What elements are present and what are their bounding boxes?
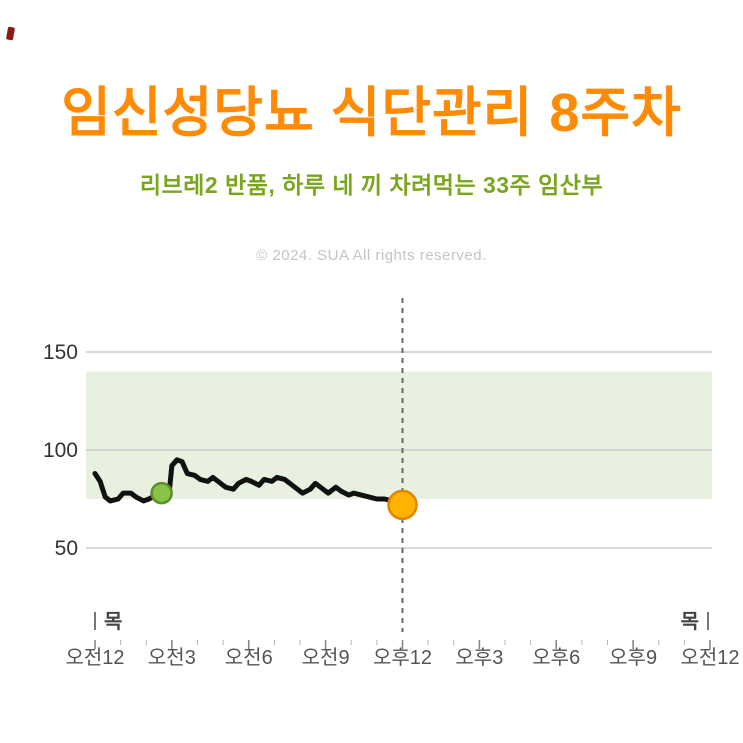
copyright-text: © 2024. SUA All rights reserved.: [256, 247, 487, 264]
x-axis-label: 오후9: [609, 646, 657, 669]
x-axis-label: 오전9: [302, 646, 350, 669]
x-axis-label: 오전6: [225, 646, 273, 669]
current-point: [387, 489, 418, 521]
page-subtitle: 리브레2 반품, 하루 네 끼 차려먹는 33주 임산부: [139, 172, 604, 198]
day-label-left: 목: [104, 611, 122, 633]
x-axis-label: 오전12: [65, 646, 124, 669]
y-axis-label-50: 50: [55, 537, 78, 560]
glucose-line: [92, 457, 405, 508]
x-axis-label: 오후12: [373, 646, 432, 669]
glucose-chart: 150 100 50 오전12 오전3 오전6 오전9 오후12 오후3 오후6 오후9 오전12 목 목: [0, 288, 743, 688]
corner-artifact: [5, 26, 16, 41]
target-range-band: [86, 371, 712, 499]
x-axis-label: 오후3: [455, 646, 503, 669]
x-axis-label: 오전12: [680, 646, 739, 669]
y-axis-label-100: 100: [43, 439, 78, 462]
y-axis-label-150: 150: [43, 341, 78, 364]
x-axis-label: 오후6: [532, 646, 580, 669]
day-label-right: 목: [681, 611, 699, 633]
x-axis-label: 오전3: [148, 646, 196, 669]
glucose-chart-svg: 150 100 50 오전12 오전3 오전6 오전9 오후12 오후3 오후6 오후9 오전12 목 목: [43, 298, 740, 669]
scan-point: [150, 481, 173, 505]
page-title: 임신성당뇨 식단관리 8주차: [61, 83, 682, 143]
